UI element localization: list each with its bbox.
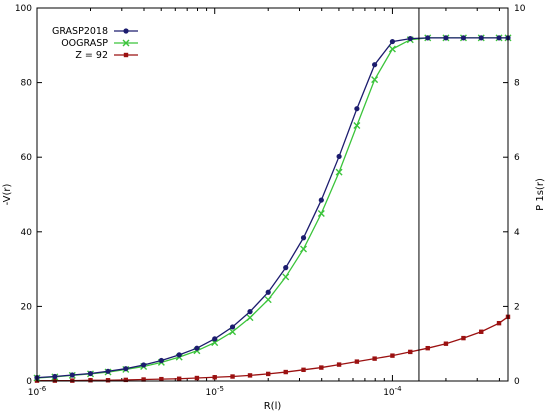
data-point xyxy=(353,122,361,129)
data-point xyxy=(212,336,218,342)
data-point xyxy=(230,374,235,379)
data-point xyxy=(354,106,360,112)
data-point xyxy=(158,357,164,364)
data-point xyxy=(105,368,111,374)
data-point xyxy=(247,373,253,378)
data-point xyxy=(443,341,449,346)
data-point xyxy=(300,245,308,253)
series-z-92 xyxy=(34,314,511,383)
data-point xyxy=(194,345,200,351)
y-left-tick-label: 80 xyxy=(21,79,33,89)
y-left-tick-label: 20 xyxy=(21,302,33,312)
data-point xyxy=(212,375,217,380)
y-left-tick-labels: 0 20 40 60 80 100 xyxy=(15,4,32,387)
data-point xyxy=(336,153,342,160)
data-point xyxy=(408,349,413,355)
data-point xyxy=(300,235,307,241)
x-axis-label: R(l) xyxy=(264,401,282,412)
legend-swatch-marker xyxy=(123,28,129,34)
data-point xyxy=(319,365,324,370)
data-point xyxy=(282,273,290,281)
data-point xyxy=(388,45,396,53)
data-point xyxy=(479,329,484,334)
y-left-tick-label: 0 xyxy=(26,377,32,387)
legend-swatch-marker xyxy=(122,39,130,47)
legend-swatch-marker xyxy=(123,52,129,58)
data-point xyxy=(425,35,431,41)
y-right-tick-labels: 0 2 4 6 8 10 xyxy=(514,4,526,387)
legend-swatches xyxy=(114,28,138,58)
data-point xyxy=(229,328,237,336)
data-point xyxy=(372,356,377,361)
data-point xyxy=(123,377,129,383)
data-point xyxy=(246,314,254,322)
y-axis-label-right: P 1s(r) xyxy=(535,178,546,211)
x-tick-label: 10-4 xyxy=(383,385,402,398)
legend: GRASP2018 OOGRASP Z = 92 xyxy=(52,26,138,61)
data-point xyxy=(123,366,129,372)
legend-label-z92: Z = 92 xyxy=(75,50,108,61)
legend-label-grasp2018: GRASP2018 xyxy=(52,26,108,37)
series-line xyxy=(36,37,508,379)
data-point xyxy=(247,309,253,315)
x-tick-labels: 10-6 10-5 10-4 xyxy=(28,385,402,398)
data-point xyxy=(266,371,271,377)
y-axis-label-left: -V(r) xyxy=(2,184,13,206)
series-line xyxy=(36,37,508,379)
data-point xyxy=(354,359,360,364)
data-point xyxy=(194,375,200,381)
data-point xyxy=(229,324,236,330)
plot-frame xyxy=(36,7,509,382)
data-point xyxy=(87,370,94,377)
data-point xyxy=(52,373,58,380)
data-point xyxy=(335,168,343,176)
x-tick-label: 10-5 xyxy=(205,385,223,398)
y-right-tick-label: 8 xyxy=(514,79,520,89)
data-point xyxy=(460,35,467,41)
data-point xyxy=(69,372,75,378)
y-right-tick-label: 10 xyxy=(514,4,526,14)
data-point xyxy=(389,38,396,45)
data-point xyxy=(88,378,93,383)
data-point xyxy=(443,35,449,41)
data-point xyxy=(159,376,164,382)
data-point xyxy=(318,197,324,203)
data-point xyxy=(301,367,306,373)
data-point xyxy=(176,352,182,358)
y-left-tick-label: 100 xyxy=(15,4,32,14)
data-point xyxy=(283,369,288,375)
data-point xyxy=(461,335,466,341)
data-point xyxy=(141,362,147,368)
data-point xyxy=(478,35,484,41)
series-oograsp xyxy=(33,34,512,382)
tick-marks xyxy=(36,7,508,382)
data-point xyxy=(283,265,289,271)
data-point xyxy=(390,353,395,358)
y-left-tick-label: 40 xyxy=(21,228,33,238)
x-tick-label: 10-6 xyxy=(28,385,47,398)
y-right-tick-label: 6 xyxy=(514,153,520,163)
y-left-tick-label: 60 xyxy=(21,153,33,163)
data-point xyxy=(425,345,430,351)
series-grasp2018 xyxy=(34,35,511,381)
data-point xyxy=(105,378,111,383)
y-right-tick-label: 2 xyxy=(514,302,520,312)
data-point xyxy=(141,377,146,382)
data-point xyxy=(264,296,272,304)
data-point xyxy=(372,62,378,68)
data-point xyxy=(496,320,502,326)
data-point xyxy=(176,376,182,381)
y-right-tick-label: 0 xyxy=(514,377,520,387)
legend-label-oograsp: OOGRASP xyxy=(61,38,108,49)
series-line xyxy=(37,316,509,382)
data-point xyxy=(371,76,379,84)
data-point xyxy=(336,362,342,367)
y-right-tick-label: 4 xyxy=(514,228,520,238)
data-point xyxy=(496,35,502,41)
data-point xyxy=(317,210,325,218)
series-lines xyxy=(33,34,512,383)
data-point xyxy=(407,35,413,42)
data-point xyxy=(265,289,271,295)
